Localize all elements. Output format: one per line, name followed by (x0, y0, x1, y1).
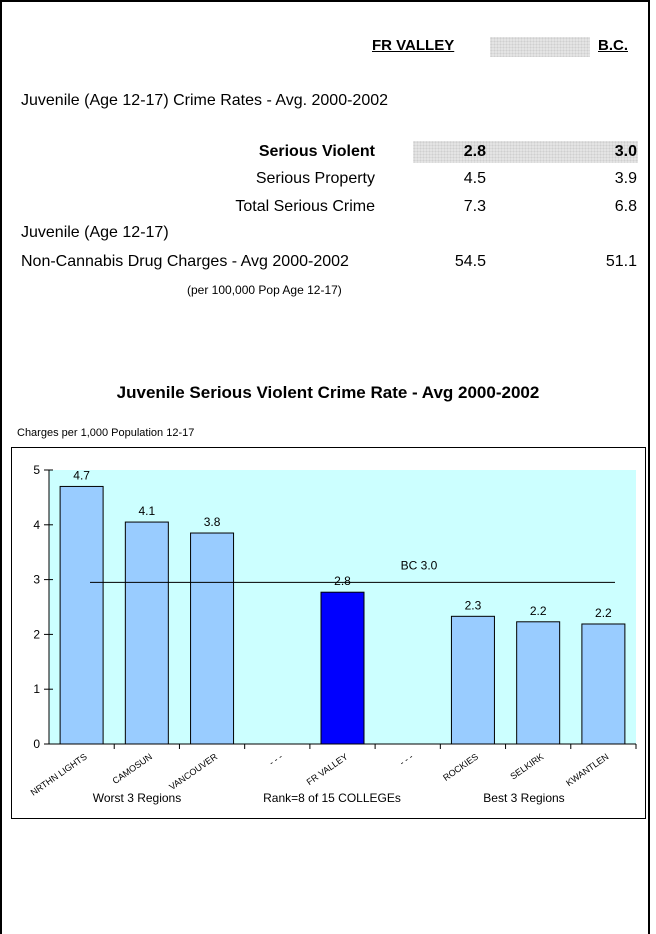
row-fr-total-serious: 7.3 (463, 198, 486, 215)
section-title: Juvenile (Age 12-17) Crime Rates - Avg. … (21, 92, 389, 109)
chart-y-axis-label: Charges per 1,000 Population 12-17 (17, 427, 195, 439)
y-tick-label: 5 (33, 463, 40, 477)
row-label-serious-violent: Serious Violent (258, 143, 375, 160)
x-category-label: ROCKIES (441, 751, 480, 782)
col-header-bc: B.C. (598, 37, 628, 54)
bar (581, 623, 626, 745)
x-category-label: FR VALLEY (305, 751, 350, 787)
y-tick-label: 4 (33, 518, 40, 532)
x-category-label: - - - (398, 751, 415, 767)
row-bc-total-serious: 6.8 (614, 198, 637, 215)
bar (124, 521, 169, 745)
bar (450, 615, 495, 745)
x-category-label: VANCOUVER (167, 751, 219, 792)
highlight-row-shade (413, 141, 638, 163)
bar-value-label: 3.8 (204, 515, 221, 529)
group-label: Worst 3 Regions (93, 791, 181, 805)
reference-line-label: BC 3.0 (401, 558, 438, 572)
x-category-label: NRTHN LIGHTS (29, 751, 89, 797)
row-bc-serious-property: 3.9 (614, 170, 637, 187)
row-fr-serious-violent: 2.8 (463, 143, 486, 160)
bar-chart: 0 1 2 3 4 5 4.7 4.1 3.8 2.8 2.3 2.2 2.2 BC 3.0 NRTHN L… (29, 463, 637, 805)
y-tick-label: 3 (33, 573, 40, 587)
x-category-label: - - - (267, 751, 284, 767)
drug-fr: 54.5 (454, 253, 486, 270)
drug-note: (per 100,000 Pop Age 12-17) (187, 283, 342, 297)
row-label-serious-property: Serious Property (255, 170, 375, 187)
group-label: Best 3 Regions (483, 791, 564, 805)
bar-value-label: 2.3 (465, 598, 482, 612)
bar-value-label: 4.7 (73, 468, 90, 482)
bar-value-label: 4.1 (138, 504, 155, 518)
drug-bc: 51.1 (605, 253, 637, 270)
drug-label-2: Non-Cannabis Drug Charges - Avg 2000-200… (21, 253, 349, 270)
bar (320, 591, 365, 745)
bar-value-label: 2.8 (334, 574, 351, 588)
x-category-label: CAMOSUN (111, 751, 154, 786)
y-tick-label: 0 (33, 737, 40, 751)
drug-label-1: Juvenile (Age 12-17) (21, 224, 169, 241)
bar (190, 532, 235, 745)
col-header-shade (490, 37, 590, 57)
row-fr-serious-property: 4.5 (463, 170, 486, 187)
bar (59, 485, 104, 745)
y-tick-label: 1 (33, 682, 40, 696)
bar-value-label: 2.2 (530, 604, 547, 618)
bar (516, 621, 561, 745)
y-tick-label: 2 (33, 627, 40, 641)
row-label-total-serious: Total Serious Crime (235, 198, 375, 215)
chart-box: 0 1 2 3 4 5 4.7 4.1 3.8 2.8 2.3 2.2 2.2 BC 3.0 NRTHN L… (11, 447, 646, 819)
x-category-label: KWANTLEN (564, 751, 610, 788)
x-category-label: SELKIRK (508, 751, 545, 781)
row-bc-serious-violent: 3.0 (614, 143, 637, 160)
bar-value-label: 2.2 (595, 606, 612, 620)
group-label: Rank=8 of 15 COLLEGEs (263, 791, 401, 805)
col-header-fr-valley: FR VALLEY (372, 37, 455, 54)
chart-title: Juvenile Serious Violent Crime Rate - Av… (116, 383, 540, 402)
